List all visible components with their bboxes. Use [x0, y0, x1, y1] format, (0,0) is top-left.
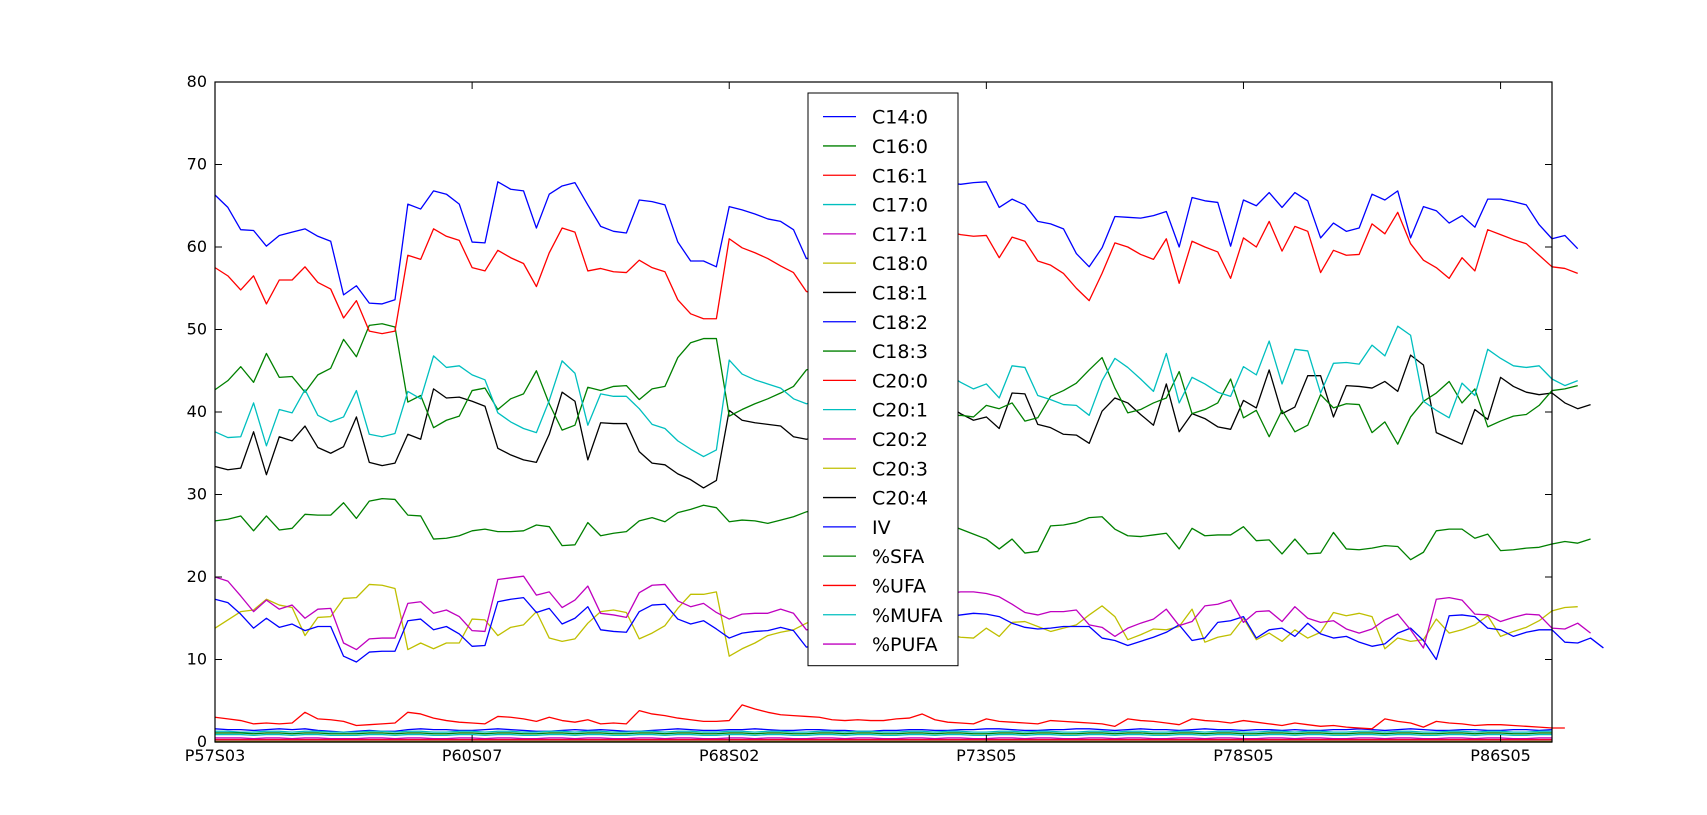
- legend-label-12: C20:3: [872, 458, 928, 480]
- series-line-0: [214, 728, 1553, 733]
- y-tick-label-7: 70: [187, 155, 207, 174]
- series-line-4: [215, 737, 1552, 740]
- y-axis: 0 10 20 30 40 50 60 70 80: [187, 72, 1552, 751]
- y-tick-label-2: 20: [187, 567, 207, 586]
- y-tick-label-3: 30: [187, 485, 207, 504]
- x-tick-label-5: P86S05: [1470, 746, 1531, 765]
- x-tick-label-2: P68S02: [699, 746, 760, 765]
- series-line-2: [214, 704, 1565, 730]
- y-tick-label-6: 60: [187, 237, 207, 256]
- legend-label-13: C20:4: [872, 488, 928, 510]
- legend-box: [807, 92, 959, 667]
- x-tick-label-3: P73S05: [956, 746, 1017, 765]
- legend-label-5: C18:0: [872, 253, 928, 275]
- x-tick-label-1: P60S07: [442, 746, 503, 765]
- legend-label-14: IV: [872, 517, 891, 539]
- x-tick-label-4: P78S05: [1213, 746, 1274, 765]
- legend-label-2: C16:1: [872, 165, 928, 187]
- legend-label-17: %MUFA: [872, 605, 943, 627]
- legend-label-11: C20:2: [872, 429, 928, 451]
- series-line-10: [215, 730, 1552, 733]
- legend-label-9: C20:0: [872, 370, 928, 392]
- legend-label-10: C20:1: [872, 400, 928, 422]
- legend-label-0: C14:0: [872, 107, 928, 129]
- legend-label-1: C16:0: [872, 136, 928, 158]
- legend-label-3: C17:0: [872, 195, 928, 217]
- legend-label-6: C18:1: [872, 282, 928, 304]
- series-line-3: [215, 733, 1552, 737]
- legend-label-16: %UFA: [872, 575, 926, 597]
- legend-label-7: C18:2: [872, 312, 928, 334]
- legend-label-15: %SFA: [872, 546, 924, 568]
- x-tick-label-0: P57S03: [185, 746, 246, 765]
- legend: C14:0 C16:0 C16:1 C17:0 C17:1 C18:0 C18:1 C18:2…: [807, 92, 959, 667]
- y-tick-label-5: 50: [187, 320, 207, 339]
- series-line-15: [215, 732, 1552, 735]
- y-tick-label-1: 10: [187, 650, 207, 669]
- y-tick-label-8: 80: [187, 72, 207, 91]
- y-tick-label-0: 0: [197, 732, 207, 751]
- legend-label-4: C17:1: [872, 224, 928, 246]
- legend-label-18: %PUFA: [872, 634, 938, 656]
- y-tick-label-4: 40: [187, 402, 207, 421]
- x-axis: P57S03 P60S07 P68S02 P73S05 P78S05 P86S05: [185, 82, 1531, 765]
- legend-label-8: C18:3: [872, 341, 928, 363]
